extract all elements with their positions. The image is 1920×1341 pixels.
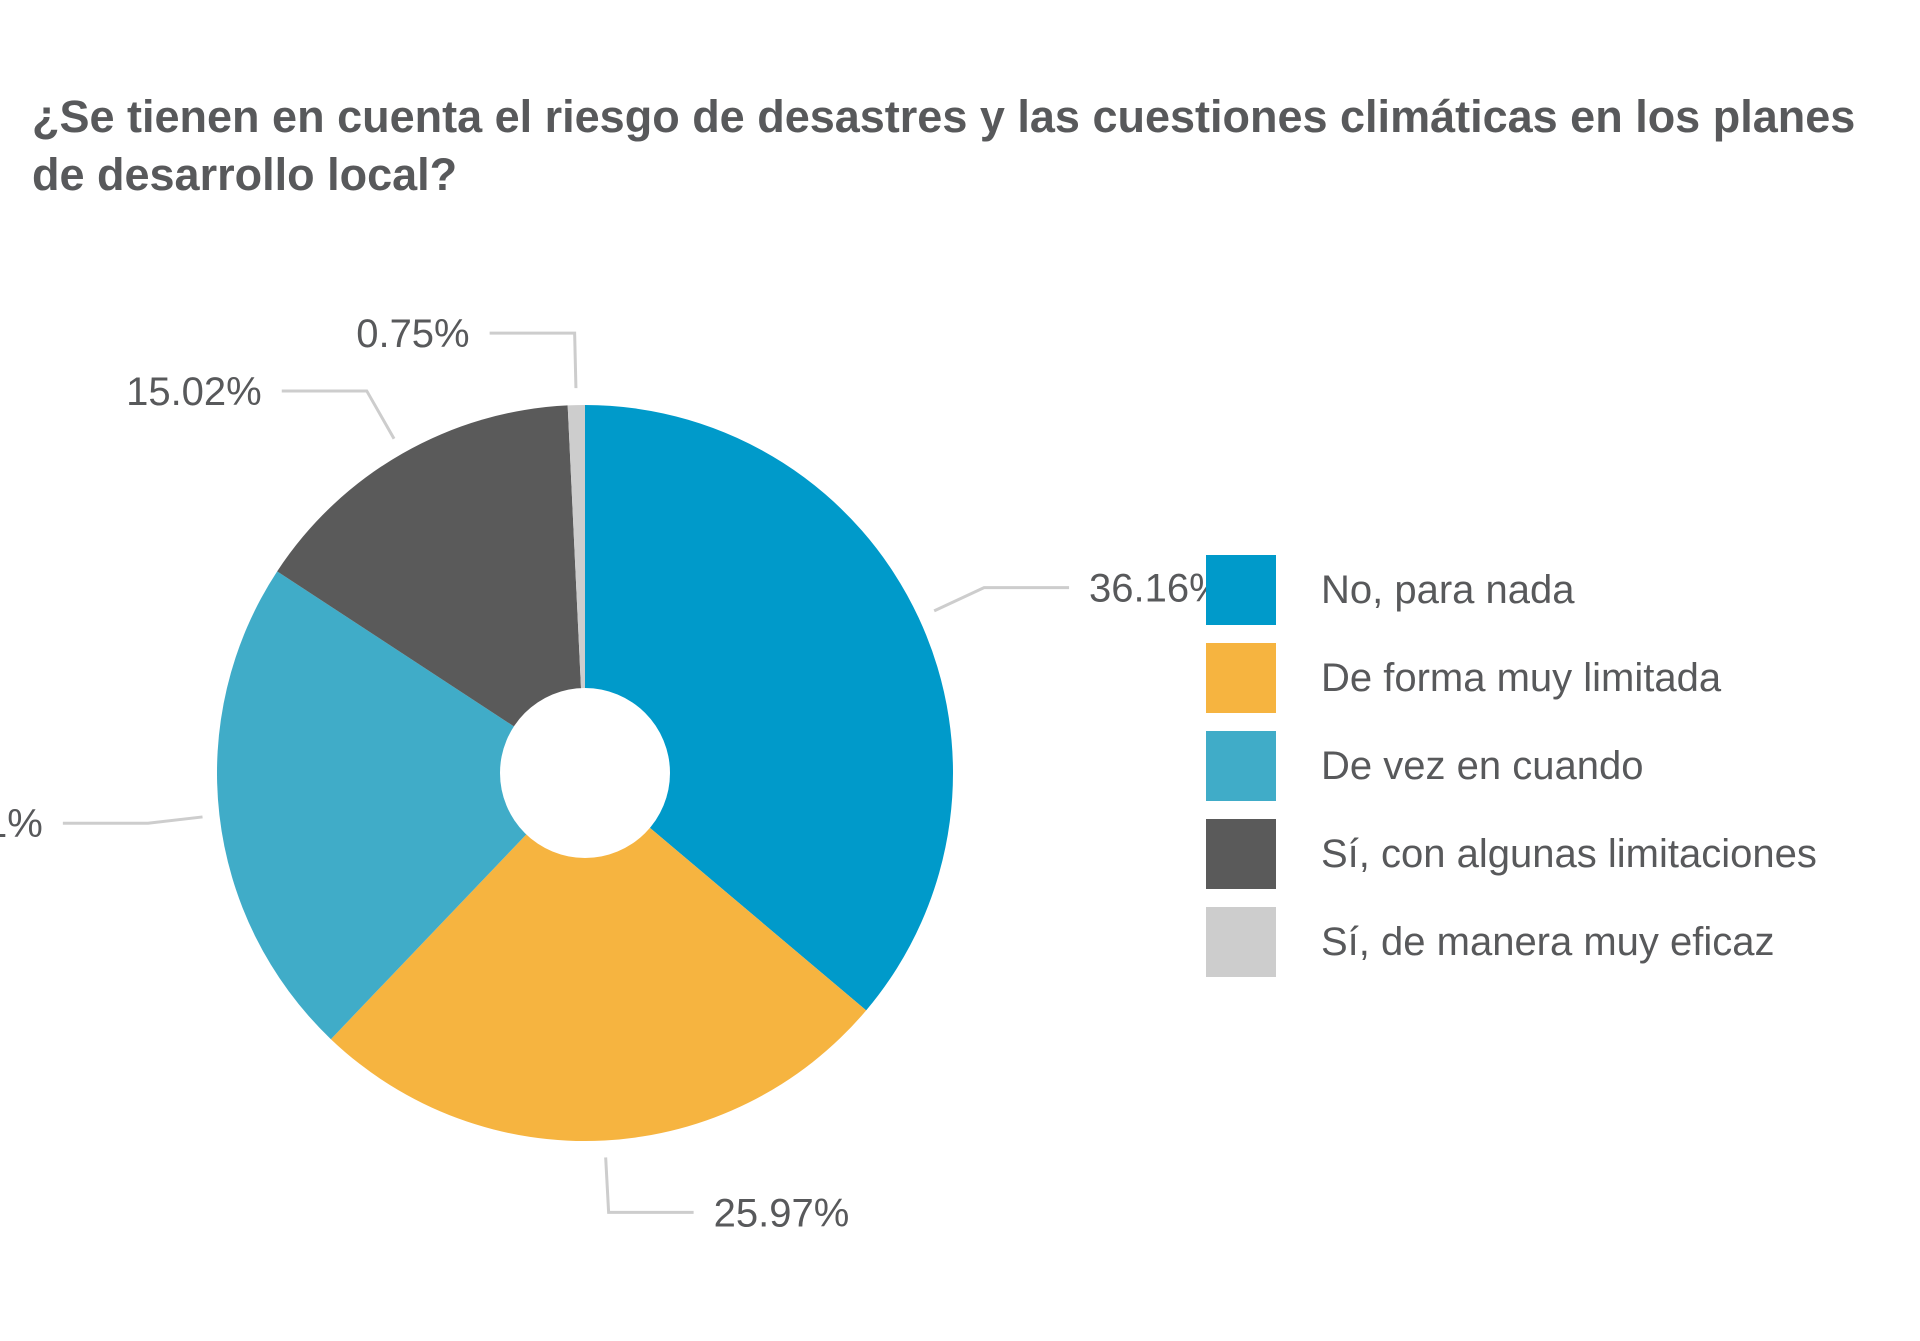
leader-line	[933, 586, 1070, 613]
legend-item: No, para nada	[1206, 555, 1817, 625]
legend-swatch	[1206, 643, 1276, 713]
pie-slice	[330, 773, 867, 1141]
pie-slice	[277, 405, 585, 773]
leader-line	[489, 331, 578, 389]
legend-item: De vez en cuando	[1206, 731, 1817, 801]
legend-label: Sí, de manera muy eficaz	[1321, 919, 1775, 964]
legend: No, para nada De forma muy limitada De v…	[1206, 555, 1817, 995]
legend-label: De forma muy limitada	[1321, 655, 1722, 700]
legend-item: De forma muy limitada	[1206, 643, 1817, 713]
slice-value-label: 36.16%	[1089, 567, 1225, 611]
legend-swatch	[1206, 819, 1276, 889]
slice-value-label: 0.75%	[356, 312, 469, 356]
leader-line	[62, 815, 203, 825]
legend-item: Sí, de manera muy eficaz	[1206, 907, 1817, 977]
leader-line	[604, 1157, 694, 1214]
legend-item: Sí, con algunas limitaciones	[1206, 819, 1817, 889]
legend-swatch	[1206, 907, 1276, 977]
legend-label: No, para nada	[1321, 567, 1575, 612]
legend-swatch	[1206, 731, 1276, 801]
pie-slices	[217, 405, 953, 1141]
slice-labels: 36.16% 25.97% 22.1% 15.02% 0.75%	[0, 312, 1225, 1235]
legend-swatch	[1206, 555, 1276, 625]
donut-hole	[500, 688, 670, 858]
pie-slice	[217, 571, 586, 1040]
slice-value-label: 22.1%	[0, 802, 43, 846]
slice-value-label: 15.02%	[126, 370, 262, 414]
pie-slice	[585, 405, 953, 1011]
leader-lines	[62, 331, 1070, 1214]
pie-slice	[567, 405, 585, 773]
leader-line	[281, 389, 396, 440]
slice-value-label: 25.97%	[714, 1191, 850, 1235]
chart-title: ¿Se tienen en cuenta el riesgo de desast…	[32, 91, 1856, 200]
legend-label: De vez en cuando	[1321, 743, 1644, 788]
legend-label: Sí, con algunas limitaciones	[1321, 831, 1817, 876]
